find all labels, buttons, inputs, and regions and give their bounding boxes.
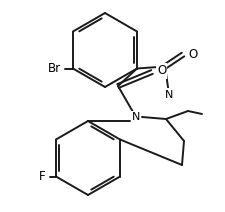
Text: O: O — [187, 48, 196, 61]
Text: N: N — [131, 112, 140, 122]
Text: F: F — [39, 170, 46, 183]
Text: Br: Br — [48, 62, 61, 75]
Text: N: N — [164, 89, 173, 99]
Text: O: O — [156, 64, 166, 78]
